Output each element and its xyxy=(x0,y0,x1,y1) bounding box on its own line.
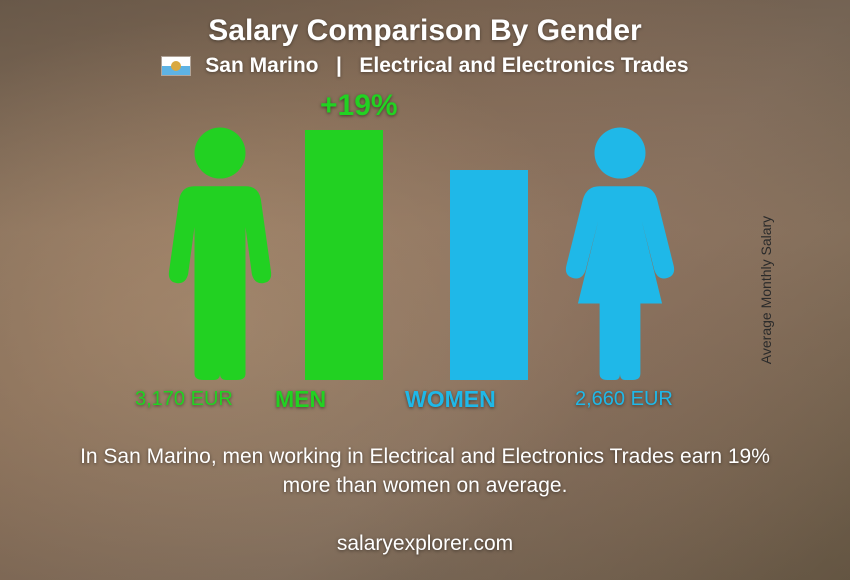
male-person-icon xyxy=(155,125,285,380)
men-category-label: MEN xyxy=(275,386,326,413)
subtitle-row: San Marino | Electrical and Electronics … xyxy=(0,54,850,78)
female-person-icon xyxy=(555,125,685,380)
men-bar xyxy=(305,130,383,380)
summary-text: In San Marino, men working in Electrical… xyxy=(65,443,785,500)
women-category-label: WOMEN xyxy=(405,386,496,413)
y-axis-label: Average Monthly Salary xyxy=(758,216,774,364)
country-name: San Marino xyxy=(205,54,318,77)
country-flag-icon xyxy=(161,56,191,76)
main-title: Salary Comparison By Gender xyxy=(0,0,850,48)
source-attribution: salaryexplorer.com xyxy=(337,532,513,556)
men-value-label: 3,170 EUR xyxy=(135,388,233,411)
category-name: Electrical and Electronics Trades xyxy=(359,54,688,77)
women-bar xyxy=(450,170,528,380)
infographic-container: Salary Comparison By Gender San Marino |… xyxy=(0,0,850,580)
percentage-diff-label: +19% xyxy=(320,89,398,123)
women-value-label: 2,660 EUR xyxy=(575,388,673,411)
flag-emblem xyxy=(171,61,181,71)
chart-area: +19% 3,170 EUR MEN WOMEN 2,660 EUR xyxy=(145,95,705,425)
separator: | xyxy=(324,54,353,77)
